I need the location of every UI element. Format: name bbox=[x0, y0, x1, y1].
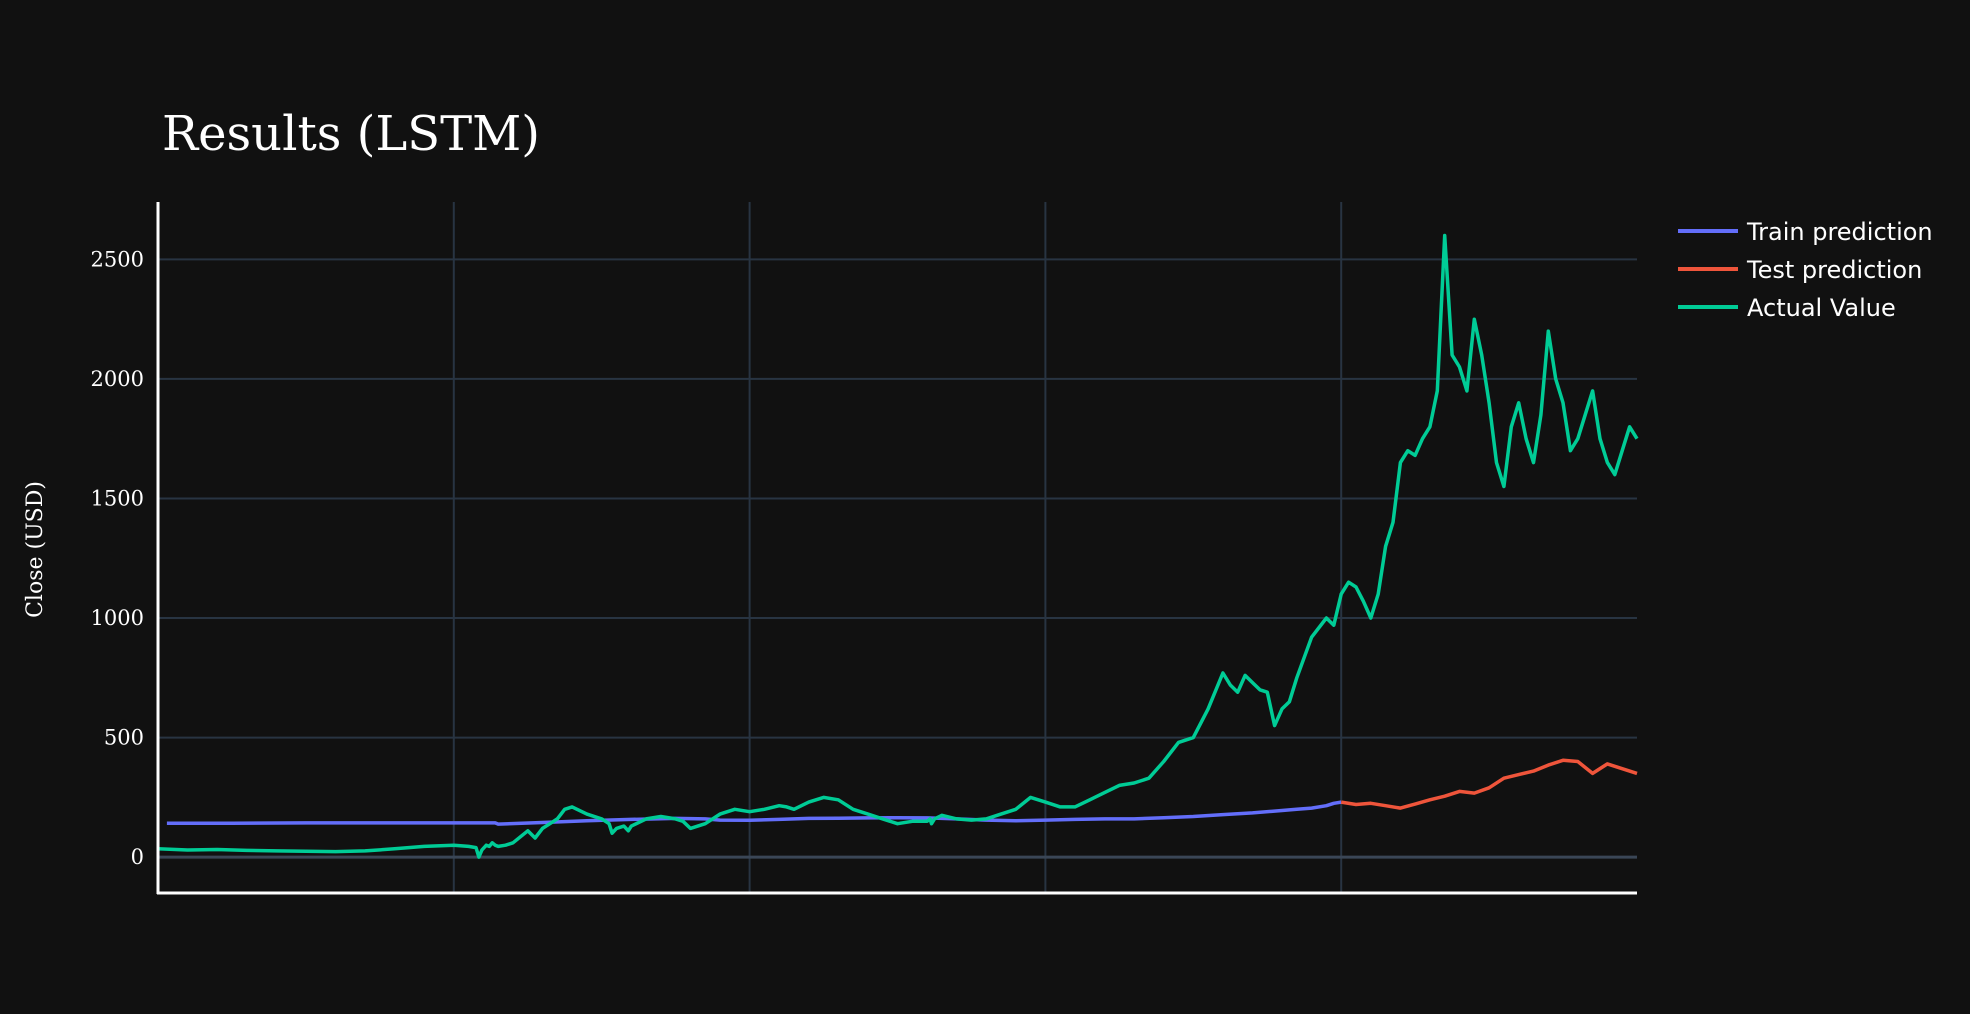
legend-label-2: Test prediction bbox=[1746, 256, 1922, 284]
y-tick-label-1500: 1500 bbox=[91, 486, 144, 510]
plot-lines bbox=[157, 233, 1639, 859]
legend-item-3[interactable]: Actual Value bbox=[1678, 294, 1896, 322]
series-line-3 bbox=[157, 233, 1639, 859]
legend-item-2[interactable]: Test prediction bbox=[1678, 256, 1922, 284]
axes bbox=[156, 202, 1637, 895]
chart-title: Results (LSTM) bbox=[162, 106, 540, 162]
series-line-2 bbox=[1340, 758, 1638, 810]
series-line-1 bbox=[166, 800, 1342, 826]
legend-label-3: Actual Value bbox=[1747, 294, 1896, 322]
legend-item-1[interactable]: Train prediction bbox=[1678, 218, 1933, 246]
y-tick-label-1000: 1000 bbox=[91, 606, 144, 630]
legend-label-1: Train prediction bbox=[1746, 218, 1933, 246]
y-axis-title: Close (USD) bbox=[23, 481, 48, 618]
y-tick-label-0: 0 bbox=[131, 845, 144, 869]
y-tick-label-500: 500 bbox=[104, 726, 144, 750]
y-tick-label-2500: 2500 bbox=[91, 247, 144, 271]
y-tick-label-2000: 2000 bbox=[91, 367, 144, 391]
y-tick-labels: 0 500 1000 1500 2000 2500 bbox=[91, 247, 144, 869]
gridlines bbox=[158, 202, 1637, 893]
legend[interactable]: Train prediction Test prediction Actual Va… bbox=[1678, 218, 1933, 322]
